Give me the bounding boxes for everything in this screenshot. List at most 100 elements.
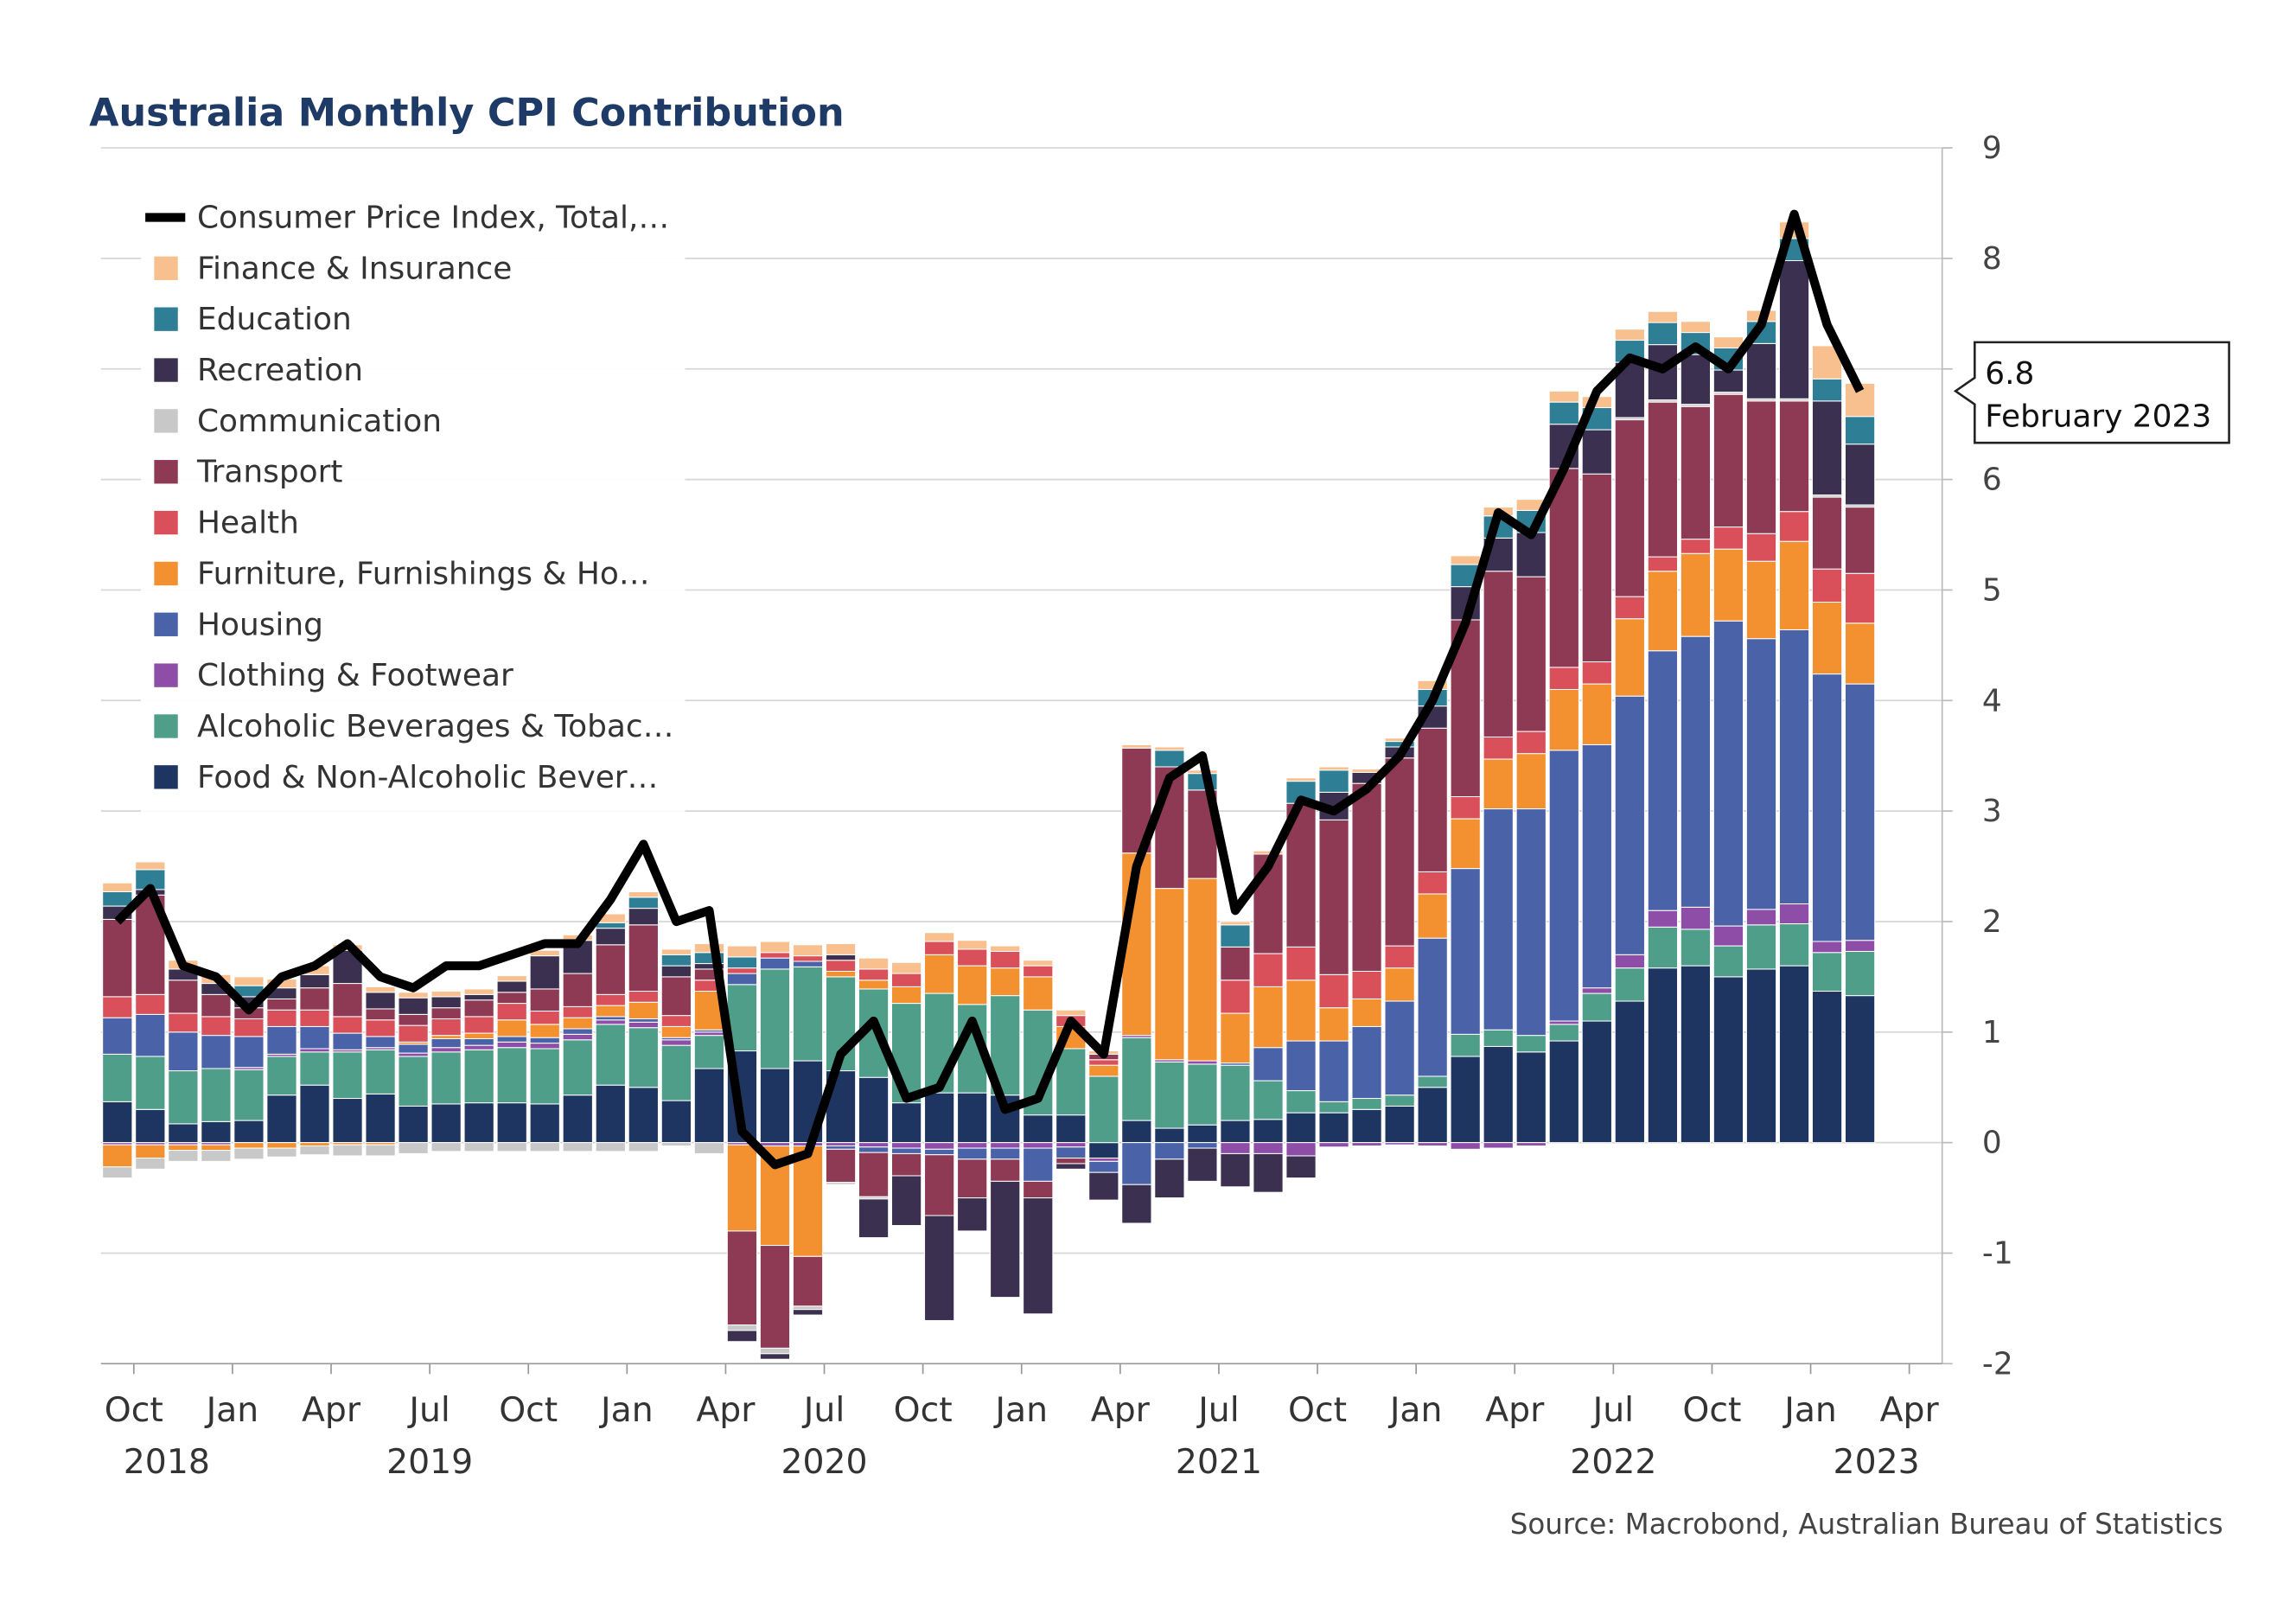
bar-segment: [792, 1309, 824, 1316]
bar-segment: [957, 1092, 988, 1144]
bar-segment: [660, 976, 692, 1017]
bar-segment: [1548, 401, 1579, 425]
bar-segment: [1285, 777, 1317, 782]
bar-segment: [890, 973, 922, 987]
bar-segment: [1121, 1184, 1152, 1224]
bar-segment: [1811, 941, 1843, 954]
bar-segment: [1154, 750, 1185, 768]
bar-segment: [595, 993, 626, 1006]
bar-segment: [201, 1150, 232, 1162]
bar-segment: [1844, 995, 1876, 1144]
bar-segment: [529, 1024, 560, 1038]
bar-segment: [890, 1147, 922, 1154]
bar-segment: [595, 1024, 626, 1086]
bar-segment: [135, 1158, 166, 1170]
bar-segment: [1220, 1120, 1251, 1144]
bar-segment: [990, 950, 1021, 969]
bar-segment: [398, 1142, 429, 1154]
bar-segment: [135, 1013, 166, 1057]
bar-segment: [825, 943, 857, 955]
bar-segment: [201, 1120, 232, 1144]
bar-segment: [1778, 511, 1810, 542]
bar-segment: [1548, 750, 1579, 1022]
bar-segment: [1680, 635, 1712, 908]
bar-segment: [1680, 354, 1712, 405]
bar-segment: [135, 1108, 166, 1144]
legend-label: Education: [197, 302, 352, 337]
bar-segment: [1778, 923, 1810, 967]
bar-segment: [1548, 1020, 1579, 1025]
bar-segment: [1712, 369, 1744, 393]
bar-segment: [1581, 473, 1612, 663]
bar-segment: [1417, 727, 1448, 872]
x-tick-label: Oct: [1288, 1390, 1347, 1430]
bar-segment: [957, 1147, 988, 1160]
bar-segment: [792, 966, 824, 1062]
legend-swatch: [154, 256, 178, 281]
bar-segment: [233, 1018, 265, 1037]
bar-segment: [1483, 808, 1514, 1031]
bar-segment: [726, 973, 758, 986]
bar-segment: [1548, 688, 1579, 751]
bar-segment: [299, 1025, 330, 1050]
y-tick-label: 0: [1982, 1126, 2002, 1161]
legend-swatch: [154, 765, 178, 789]
x-tick-label: Jul: [406, 1390, 450, 1430]
legend-label: Transport: [196, 455, 342, 490]
y-tick-label: 5: [1982, 572, 2002, 608]
bar-segment: [1088, 1142, 1119, 1159]
bar-segment: [398, 1056, 429, 1107]
bar-segment: [430, 1018, 462, 1037]
bar-segment: [1088, 1059, 1119, 1066]
bar-segment: [233, 976, 265, 986]
bar-segment: [792, 955, 824, 962]
bar-segment: [463, 999, 494, 1018]
bar-segment: [135, 861, 166, 871]
bar-segment: [858, 957, 890, 970]
bar-segment: [102, 1101, 133, 1144]
bar-segment: [1318, 766, 1349, 771]
bar-segment: [1844, 950, 1876, 997]
bar-segment: [365, 1036, 396, 1049]
bar-segment: [1187, 1060, 1218, 1065]
bar-segment: [1680, 552, 1712, 637]
bar-segment: [858, 968, 890, 981]
bar-segment: [1023, 1114, 1054, 1144]
bar-segment: [1712, 925, 1744, 947]
bar-segment: [1581, 743, 1612, 989]
bar-segment: [430, 1103, 462, 1144]
bar-segment: [102, 1144, 133, 1168]
bar-segment: [1056, 1163, 1087, 1170]
axes: -2-10123456789OctJanAprJulOctJanAprJulOc…: [100, 131, 2013, 1482]
bar-segment: [825, 1145, 857, 1150]
bar-segment: [496, 980, 527, 993]
bar-segment: [1088, 1064, 1119, 1077]
bar-segment: [1023, 960, 1054, 967]
x-year-label: 2021: [1176, 1442, 1262, 1482]
bar-segment: [924, 954, 955, 994]
bar-segment: [496, 1102, 527, 1144]
x-tick-label: Apr: [1485, 1390, 1545, 1430]
bar-segment: [365, 1144, 396, 1157]
bar-segment: [792, 1145, 824, 1257]
legend-swatch: [154, 612, 178, 636]
bar-segment: [1088, 1158, 1119, 1162]
bar-segment: [957, 965, 988, 1005]
x-year-label: 2023: [1834, 1442, 1920, 1482]
bar-segment: [1154, 888, 1185, 1061]
bar-segment: [1154, 1142, 1185, 1160]
bar-segment: [924, 1215, 955, 1321]
bar-segment: [924, 941, 955, 955]
bar-segment: [1811, 990, 1843, 1144]
bar-segment: [1778, 903, 1810, 925]
bar-segment: [365, 986, 396, 993]
legend-swatch: [154, 561, 178, 586]
bar-segment: [1088, 1171, 1119, 1201]
bar-segment: [693, 943, 725, 954]
legend-swatch: [154, 460, 178, 484]
callout-label: February 2023: [1985, 399, 2211, 434]
bar-segment: [1318, 973, 1349, 1009]
bar-segment: [1680, 929, 1712, 967]
bar-segment: [1351, 1108, 1382, 1144]
bar-segment: [1844, 572, 1876, 624]
